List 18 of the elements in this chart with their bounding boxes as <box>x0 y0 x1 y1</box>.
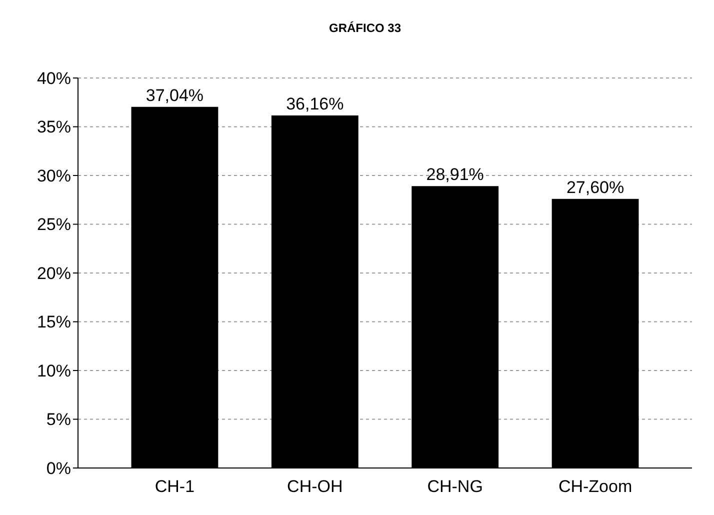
x-tick-label: CH-NG <box>427 477 483 496</box>
x-tick-label: CH-Zoom <box>558 477 632 496</box>
x-tick-label: CH-1 <box>154 477 195 496</box>
x-tick-label: CH-OH <box>287 477 343 496</box>
data-label: 37,04% <box>146 86 204 105</box>
y-tick-label: 15% <box>36 312 71 332</box>
data-label: 36,16% <box>286 94 344 114</box>
y-tick-label: 30% <box>36 166 71 186</box>
y-tick-label: 35% <box>36 118 71 137</box>
data-label: 28,91% <box>426 165 484 184</box>
y-tick-label: 25% <box>36 215 71 234</box>
y-tick-label: 0% <box>46 458 71 478</box>
y-tick-label: 5% <box>46 410 71 430</box>
y-tick-label: 20% <box>36 264 71 283</box>
chart-title: GRÁFICO 33 <box>328 21 402 35</box>
data-label: 27,60% <box>566 178 624 197</box>
y-tick-label: 40% <box>36 68 71 88</box>
y-tick-label: 10% <box>36 361 71 380</box>
